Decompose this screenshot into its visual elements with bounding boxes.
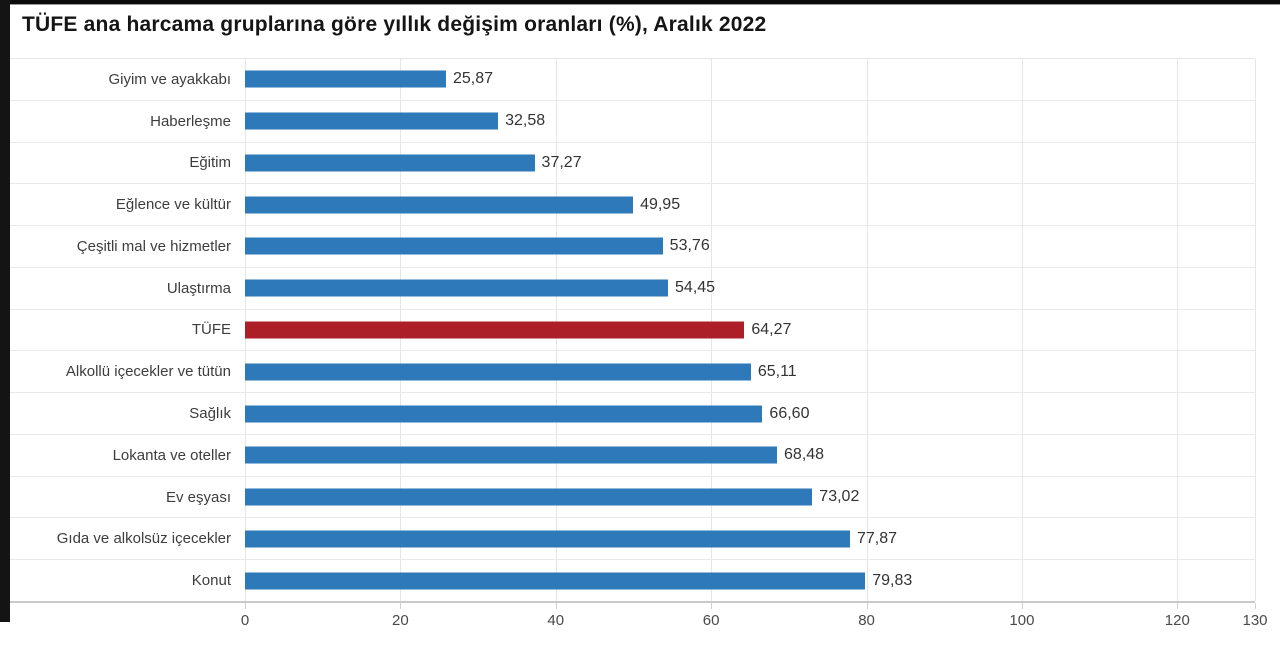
category-label: Alkollü içecekler ve tütün bbox=[65, 363, 231, 381]
value-label: 66,60 bbox=[769, 404, 810, 422]
tick-mark-130 bbox=[1255, 603, 1256, 609]
bar-chart: Giyim ve ayakkabı 25,87 Haberleşme 32,58 Eği… bbox=[10, 58, 1268, 637]
chart-title: TÜFE ana harcama gruplarına göre yıllık … bbox=[22, 13, 767, 36]
bar bbox=[245, 237, 663, 255]
tick-label-60: 60 bbox=[702, 612, 720, 629]
value-label: 64,27 bbox=[751, 320, 792, 338]
bar bbox=[245, 112, 499, 130]
bar bbox=[245, 405, 763, 422]
value-label: 79,83 bbox=[872, 571, 913, 589]
chart-row: Haberleşme 32,58 bbox=[10, 101, 1255, 143]
gridline-130 bbox=[1255, 59, 1256, 601]
value-label: 68,48 bbox=[784, 446, 825, 464]
bar-track: 73,02 bbox=[245, 477, 1255, 518]
chart-row: Giyim ve ayakkabı 25,87 bbox=[10, 59, 1255, 101]
tick-mark-120 bbox=[1177, 603, 1179, 609]
bar bbox=[245, 196, 634, 214]
bar-track: 66,60 bbox=[245, 393, 1255, 434]
gridline-120 bbox=[1177, 59, 1179, 601]
value-label: 49,95 bbox=[640, 195, 681, 213]
category-label: Lokanta ve oteller bbox=[112, 446, 231, 464]
bar bbox=[245, 70, 446, 88]
chart-row: Eğlence ve kültür 49,95 bbox=[10, 184, 1255, 227]
bar-track: 77,87 bbox=[245, 518, 1255, 559]
bar-highlighted bbox=[245, 321, 745, 339]
chart-row: Ev eşyası 73,02 bbox=[10, 477, 1255, 519]
category-label: Eğlence ve kültür bbox=[115, 196, 231, 214]
bar-track: 65,11 bbox=[245, 351, 1255, 392]
bar-track: 68,48 bbox=[245, 435, 1255, 476]
value-label: 25,87 bbox=[452, 70, 494, 88]
bar bbox=[245, 154, 535, 172]
chart-row: Gıda ve alkolsüz içecekler 77,87 bbox=[10, 518, 1255, 561]
frame-left-border bbox=[0, 0, 10, 622]
bar bbox=[245, 279, 669, 297]
chart-row: TÜFE 64,27 bbox=[10, 310, 1255, 352]
tick-mark-60 bbox=[711, 603, 713, 609]
bar-track: 54,45 bbox=[245, 268, 1255, 309]
bar-track: 37,27 bbox=[245, 143, 1255, 184]
value-label: 53,76 bbox=[669, 237, 710, 255]
value-label: 37,27 bbox=[541, 153, 582, 171]
category-label: Ulaştırma bbox=[166, 279, 231, 297]
category-label: Konut bbox=[191, 572, 231, 590]
category-label: TÜFE bbox=[191, 321, 231, 339]
tick-mark-100 bbox=[1021, 603, 1023, 609]
chart-row: Konut 79,83 bbox=[10, 560, 1255, 601]
category-label: Sağlık bbox=[189, 405, 231, 422]
value-label: 77,87 bbox=[856, 529, 898, 547]
value-label: 73,02 bbox=[819, 488, 860, 506]
tick-label-80: 80 bbox=[858, 612, 875, 629]
bar bbox=[245, 446, 778, 464]
chart-row: Lokanta ve oteller 68,48 bbox=[10, 435, 1255, 477]
bar-track: 32,58 bbox=[245, 101, 1255, 142]
bar-track: 53,76 bbox=[245, 226, 1255, 267]
category-label: Çeşitli mal ve hizmetler bbox=[76, 237, 231, 255]
tick-label-0: 0 bbox=[240, 612, 250, 629]
x-axis: 0 20 40 60 80 100 120 130 bbox=[241, 603, 1268, 637]
tick-mark-0 bbox=[245, 603, 246, 609]
category-label: Giyim ve ayakkabı bbox=[108, 70, 231, 88]
bar-track: 79,83 bbox=[245, 560, 1255, 601]
tick-label-130: 130 bbox=[1242, 612, 1268, 629]
bar-track: 64,27 bbox=[245, 310, 1255, 351]
value-label: 32,58 bbox=[505, 112, 546, 130]
plot-area: Giyim ve ayakkabı 25,87 Haberleşme 32,58 Eği… bbox=[10, 58, 1256, 603]
bar-track: 25,87 bbox=[245, 59, 1255, 100]
chart-row: Ulaştırma 54,45 bbox=[10, 268, 1255, 310]
bar bbox=[245, 572, 866, 590]
gridline-100 bbox=[1021, 59, 1023, 601]
chart-row: Eğitim 37,27 bbox=[10, 143, 1255, 185]
bar-track: 49,95 bbox=[245, 184, 1255, 225]
value-label: 54,45 bbox=[675, 279, 716, 297]
tick-label-20: 20 bbox=[392, 612, 409, 629]
chart-row: Alkollü içecekler ve tütün 65,11 bbox=[10, 351, 1255, 394]
category-label: Gıda ve alkolsüz içecekler bbox=[56, 530, 231, 548]
tick-mark-40 bbox=[555, 603, 557, 609]
category-label: Haberleşme bbox=[150, 112, 231, 130]
tick-label-120: 120 bbox=[1164, 612, 1190, 629]
tick-label-40: 40 bbox=[547, 612, 565, 629]
bar bbox=[245, 363, 751, 381]
bar bbox=[245, 530, 850, 548]
chart-row: Sağlık 66,60 bbox=[10, 393, 1255, 435]
tick-label-100: 100 bbox=[1009, 612, 1035, 629]
tick-mark-20 bbox=[400, 603, 402, 609]
bar bbox=[245, 488, 813, 506]
category-label: Eğitim bbox=[189, 154, 231, 172]
category-label: Ev eşyası bbox=[165, 488, 231, 506]
frame-top-border bbox=[0, 0, 1280, 5]
chart-row: Çeşitli mal ve hizmetler 53,76 bbox=[10, 226, 1255, 268]
value-label: 65,11 bbox=[757, 362, 797, 380]
tick-mark-80 bbox=[866, 603, 868, 609]
gridline-80 bbox=[866, 59, 868, 601]
